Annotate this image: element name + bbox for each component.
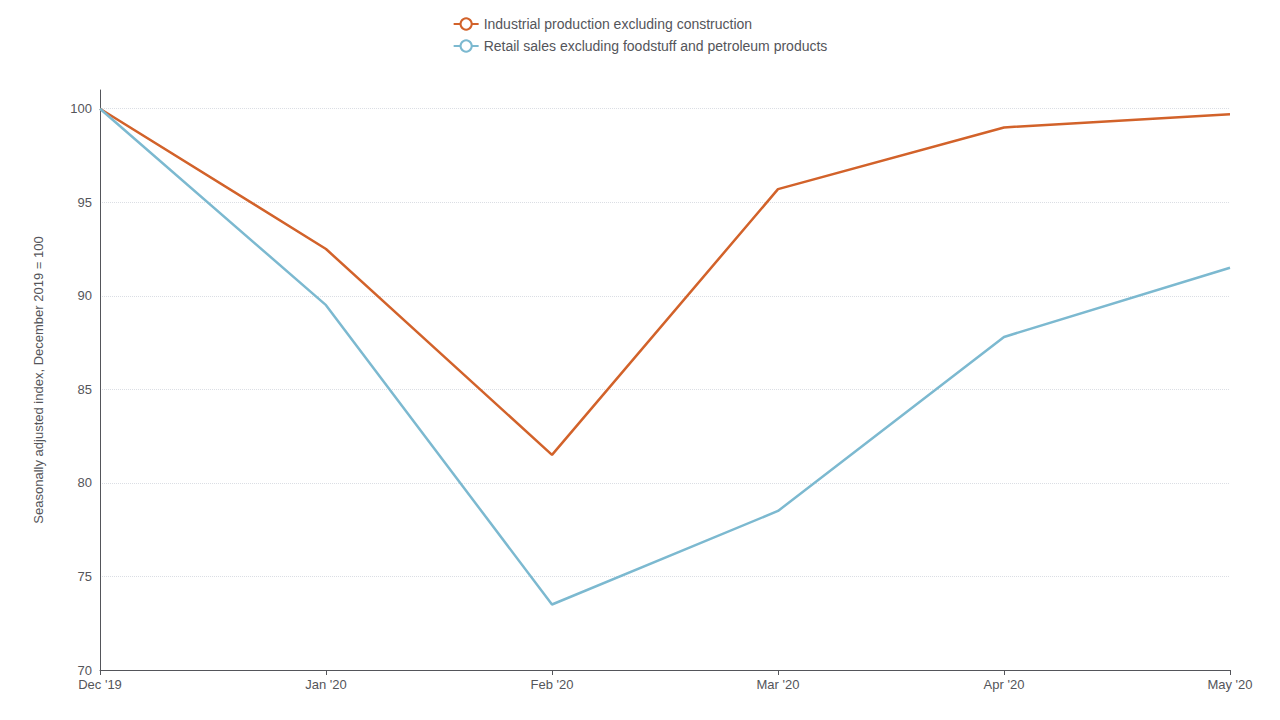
svg-text:Mar '20: Mar '20 bbox=[757, 677, 800, 692]
svg-text:Apr '20: Apr '20 bbox=[984, 677, 1025, 692]
svg-text:90: 90 bbox=[78, 288, 92, 303]
svg-text:95: 95 bbox=[78, 195, 92, 210]
svg-text:Jan '20: Jan '20 bbox=[305, 677, 347, 692]
svg-text:Retail sales excluding foodstu: Retail sales excluding foodstuff and pet… bbox=[484, 38, 828, 54]
svg-text:Feb '20: Feb '20 bbox=[531, 677, 574, 692]
svg-text:75: 75 bbox=[78, 569, 92, 584]
svg-text:80: 80 bbox=[78, 475, 92, 490]
svg-text:May '20: May '20 bbox=[1207, 677, 1252, 692]
svg-text:85: 85 bbox=[78, 382, 92, 397]
svg-text:70: 70 bbox=[78, 663, 92, 678]
svg-text:Industrial production excludin: Industrial production excluding construc… bbox=[484, 16, 753, 32]
svg-text:Seasonally adjusted index, Dec: Seasonally adjusted index, December 2019… bbox=[31, 236, 46, 523]
svg-text:Dec '19: Dec '19 bbox=[78, 677, 122, 692]
svg-text:100: 100 bbox=[70, 101, 92, 116]
